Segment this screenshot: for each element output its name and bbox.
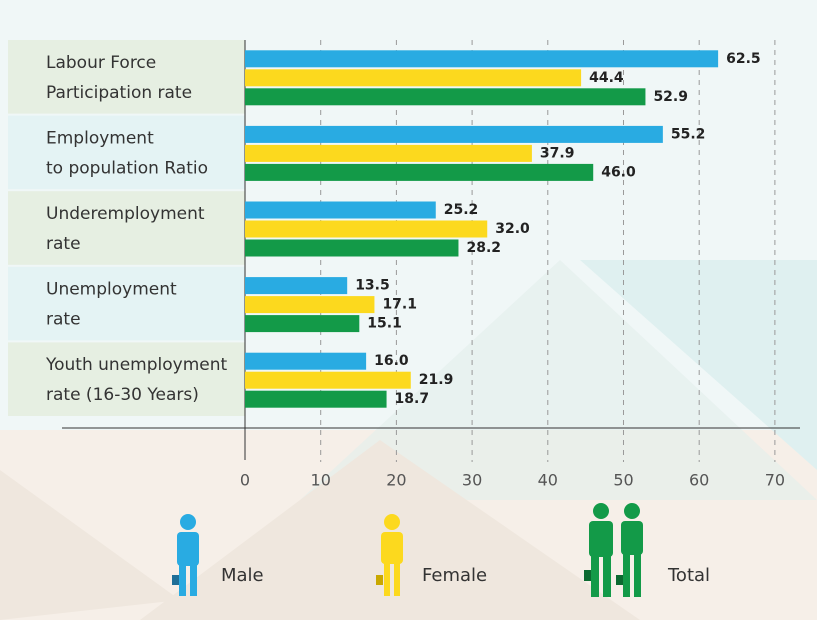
bar: [245, 390, 387, 408]
legend: Male Female Total: [172, 503, 710, 597]
category-label: Labour Force: [46, 53, 156, 73]
value-label: 13.5: [355, 278, 390, 294]
x-tick-label: 70: [765, 471, 785, 490]
value-label: 25.2: [444, 202, 479, 218]
bar: [245, 239, 459, 257]
legend-label: Female: [422, 565, 487, 586]
x-tick-label: 40: [538, 471, 558, 490]
value-label: 28.2: [466, 240, 501, 256]
value-label: 37.9: [540, 145, 575, 161]
bar: [245, 125, 663, 143]
bar: [245, 296, 375, 314]
category-label: Employment: [46, 128, 154, 148]
female-icon: [376, 514, 403, 596]
bar: [245, 352, 367, 370]
category-panel: [8, 40, 245, 114]
category-label: rate: [46, 234, 81, 254]
bar: [245, 144, 532, 162]
category-panel: [8, 115, 245, 190]
category-panel: [8, 266, 245, 341]
bar: [245, 315, 360, 333]
total-icon: [584, 503, 643, 597]
value-label: 17.1: [382, 297, 417, 313]
category-label: to population Ratio: [46, 158, 208, 178]
category-label: Youth unemployment: [45, 355, 227, 375]
value-label: 55.2: [671, 126, 706, 142]
value-label: 21.9: [419, 372, 454, 388]
x-tick-label: 30: [462, 471, 482, 490]
x-tick-label: 60: [689, 471, 709, 490]
category-panel: [8, 191, 245, 265]
value-label: 62.5: [726, 51, 761, 67]
value-label: 15.1: [367, 316, 402, 332]
bar: [245, 50, 719, 68]
category-label: rate (16-30 Years): [46, 385, 199, 405]
decor: [300, 260, 817, 500]
bar: [245, 88, 646, 106]
category-label: Underemployment: [46, 204, 205, 224]
x-tick-label: 10: [311, 471, 331, 490]
bar: [245, 201, 436, 219]
bar: [245, 163, 594, 181]
x-tick-label: 20: [386, 471, 406, 490]
bar: [245, 277, 348, 295]
category-label: rate: [46, 310, 81, 330]
bar: [245, 371, 411, 389]
value-label: 44.4: [589, 70, 624, 86]
value-label: 16.0: [374, 353, 409, 369]
category-panel: [8, 342, 245, 416]
decor: [140, 440, 640, 620]
legend-label: Male: [221, 565, 264, 586]
bar: [245, 69, 582, 87]
decor: [0, 470, 180, 620]
category-label: Participation rate: [46, 83, 192, 103]
legend-label: Total: [667, 565, 710, 586]
category-label: Unemployment: [46, 280, 177, 300]
x-tick-label: 50: [613, 471, 633, 490]
value-label: 32.0: [495, 221, 530, 237]
male-icon: [172, 514, 199, 596]
bar: [245, 220, 488, 238]
decor: [580, 260, 817, 470]
value-label: 46.0: [601, 164, 636, 180]
value-label: 18.7: [395, 391, 430, 407]
value-label: 52.9: [653, 89, 688, 105]
x-tick-label: 0: [240, 471, 250, 490]
